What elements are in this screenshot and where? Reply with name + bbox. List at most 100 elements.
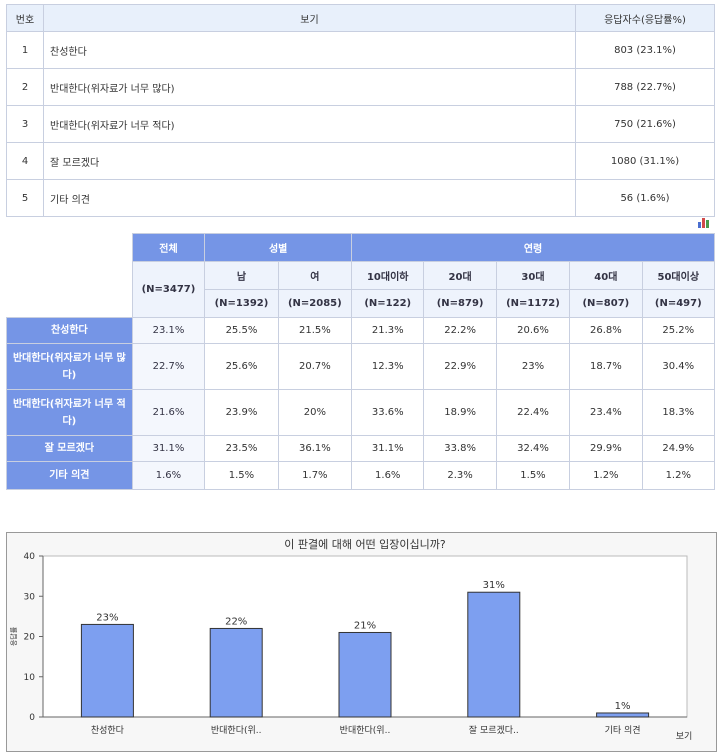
cross-header-age: 연령	[351, 233, 715, 262]
x-tick-label: 반대한다(위..	[340, 725, 391, 736]
result-value: 788 (22.7%)	[575, 68, 715, 106]
bar-chart: 이 판결에 대해 어떤 입장이십니까? 0 10 20 30 40 응답률 23% 찬성한다 22…	[6, 532, 717, 752]
result-label: 기타 의견	[43, 179, 576, 217]
cross-sub-header: 40대	[569, 261, 643, 290]
cross-row: 기타 의견 1.6% 1.5% 1.7% 1.6% 2.3% 1.5% 1.2% 1.2%	[6, 461, 716, 490]
cross-row-label: 반대한다(위자료가 너무 적다)	[6, 389, 133, 436]
cross-total-cell: 31.1%	[131, 435, 206, 462]
result-number: 5	[6, 179, 44, 217]
bar-value-label: 1%	[615, 701, 631, 712]
cross-total-cell: 1.6%	[131, 461, 206, 490]
cross-cell: 18.3%	[641, 389, 716, 436]
bar-value-label: 23%	[96, 612, 118, 623]
cross-cell: 1.2%	[641, 461, 716, 490]
bar	[338, 631, 392, 718]
result-value: 1080 (31.1%)	[575, 142, 715, 180]
cross-cell: 32.4%	[495, 435, 571, 462]
cross-sub-n: (N=807)	[569, 289, 643, 318]
cross-total-n: (N=3477)	[131, 261, 206, 318]
x-tick-label: 잘 모르겠다..	[469, 724, 519, 736]
cross-cell: 25.2%	[641, 317, 716, 344]
cross-sub-header: 10대이하	[351, 261, 425, 290]
cross-cell: 31.1%	[351, 435, 425, 462]
result-value: 750 (21.6%)	[575, 105, 715, 143]
bar	[596, 712, 650, 718]
result-value: 803 (23.1%)	[575, 31, 715, 69]
cross-sub-header: 남	[204, 261, 279, 290]
cross-cell: 24.9%	[641, 435, 716, 462]
cross-cell: 21.5%	[277, 317, 353, 344]
y-axis-label: 응답률	[9, 626, 18, 646]
cross-cell: 2.3%	[423, 461, 497, 490]
bar	[80, 623, 134, 718]
result-number: 2	[6, 68, 44, 106]
cross-cell: 22.9%	[423, 343, 497, 390]
bar-value-label: 31%	[483, 580, 505, 591]
header-responses: 응답자수(응답률%)	[575, 4, 715, 32]
cross-cell: 1.5%	[204, 461, 279, 490]
y-tick-label: 10	[24, 673, 36, 683]
cross-cell: 23%	[495, 343, 571, 390]
result-number: 4	[6, 142, 44, 180]
cross-cell: 22.4%	[495, 389, 571, 436]
cross-total-cell: 23.1%	[131, 317, 206, 344]
cross-header-total: 전체	[131, 233, 206, 262]
cross-cell: 36.1%	[277, 435, 353, 462]
cross-cell: 25.5%	[204, 317, 279, 344]
result-number: 3	[6, 105, 44, 143]
result-label: 반대한다(위자료가 너무 적다)	[43, 105, 576, 143]
result-label: 찬성한다	[43, 31, 576, 69]
cross-sub-header: 20대	[423, 261, 497, 290]
cross-row-label: 기타 의견	[6, 461, 133, 490]
cross-total-cell: 22.7%	[131, 343, 206, 390]
cross-row-label: 반대한다(위자료가 너무 많다)	[6, 343, 133, 390]
cross-sub-header: 30대	[495, 261, 571, 290]
cross-sub-n: (N=122)	[351, 289, 425, 318]
cross-row: 잘 모르겠다 31.1% 23.5% 36.1% 31.1% 33.8% 32.4% 29.…	[6, 435, 716, 462]
cross-row: 반대한다(위자료가 너무 적다) 21.6% 23.9% 20% 33.6% 18.9%…	[6, 389, 716, 436]
bar-value-label: 22%	[225, 616, 247, 627]
cross-cell: 26.8%	[569, 317, 643, 344]
cross-corner	[6, 233, 133, 318]
bar-value-label: 21%	[354, 620, 376, 631]
y-tick-label: 30	[24, 592, 36, 602]
x-tick-label: 기타 의견	[605, 724, 641, 736]
cross-cell: 1.2%	[569, 461, 643, 490]
bar-chart-icon[interactable]	[697, 216, 711, 228]
cross-cell: 33.6%	[351, 389, 425, 436]
y-tick-label: 40	[24, 552, 36, 562]
header-option: 보기	[43, 4, 576, 32]
cross-sub-n: (N=1172)	[495, 289, 571, 318]
results-header-row: 번호 보기 응답자수(응답률%)	[6, 4, 715, 32]
cross-cell: 12.3%	[351, 343, 425, 390]
cross-cell: 20.6%	[495, 317, 571, 344]
results-table: 번호 보기 응답자수(응답률%) 1 찬성한다 803 (23.1%) 2 반대한다(위…	[6, 4, 715, 217]
cross-sub-n: (N=497)	[641, 289, 716, 318]
result-number: 1	[6, 31, 44, 69]
cross-cell: 29.9%	[569, 435, 643, 462]
chart-title: 이 판결에 대해 어떤 입장이십니까?	[284, 537, 446, 551]
cross-cell: 1.7%	[277, 461, 353, 490]
result-label: 반대한다(위자료가 너무 많다)	[43, 68, 576, 106]
cross-sub-n: (N=879)	[423, 289, 497, 318]
result-row: 2 반대한다(위자료가 너무 많다) 788 (22.7%)	[6, 68, 715, 106]
cross-sub-n: (N=1392)	[204, 289, 279, 318]
result-value: 56 (1.6%)	[575, 179, 715, 217]
cross-cell: 25.6%	[204, 343, 279, 390]
cross-cell: 20.7%	[277, 343, 353, 390]
cross-cell: 30.4%	[641, 343, 716, 390]
cross-cell: 33.8%	[423, 435, 497, 462]
cross-cell: 1.5%	[495, 461, 571, 490]
y-tick-label: 20	[24, 633, 36, 643]
cross-header-gender: 성별	[204, 233, 353, 262]
result-row: 5 기타 의견 56 (1.6%)	[6, 179, 715, 217]
cross-cell: 20%	[277, 389, 353, 436]
cross-row-label: 찬성한다	[6, 317, 133, 344]
cross-sub-header: 여	[277, 261, 353, 290]
x-tick-label: 반대한다(위..	[211, 725, 262, 736]
cross-cell: 18.9%	[423, 389, 497, 436]
cross-cell: 23.4%	[569, 389, 643, 436]
x-tick-label: 찬성한다	[91, 725, 125, 736]
bar	[209, 627, 263, 718]
